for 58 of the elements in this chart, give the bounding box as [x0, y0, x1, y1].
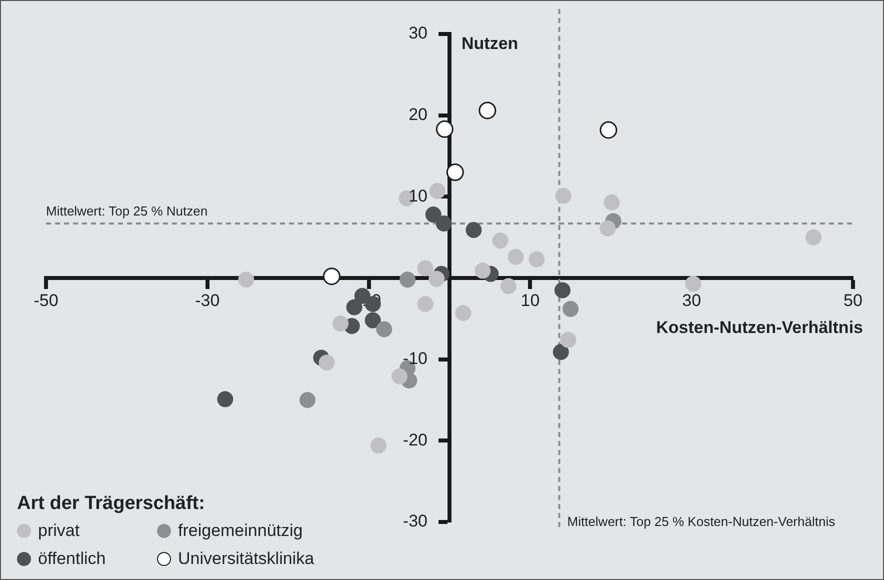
- point: [238, 272, 254, 288]
- legend-title: Art der Trägerschäft:: [17, 493, 206, 515]
- point: [446, 164, 464, 182]
- point: [436, 120, 454, 138]
- point: [318, 354, 335, 371]
- point: [805, 229, 822, 246]
- point: [400, 272, 416, 288]
- point: [600, 220, 616, 236]
- point: [217, 391, 234, 408]
- point: [500, 278, 516, 294]
- point: [322, 268, 340, 286]
- point: [376, 321, 392, 338]
- point: [552, 344, 569, 360]
- point: [417, 260, 434, 276]
- point: [417, 296, 434, 312]
- x-tick-label: 10: [520, 290, 540, 310]
- point: [466, 222, 482, 238]
- point: [370, 438, 386, 454]
- point: [560, 332, 576, 348]
- point: [346, 299, 362, 316]
- x-axis-title: Kosten-Nutzen-Verhältnis: [656, 318, 863, 338]
- point: [436, 216, 452, 232]
- point: [562, 300, 579, 317]
- legend-label: öffentlich: [38, 549, 106, 569]
- legend-label: privat: [38, 521, 80, 541]
- point: [685, 276, 702, 292]
- x-tick-label: -30: [195, 290, 220, 310]
- y-tick-label: -30: [402, 512, 428, 531]
- x-tick-label: 30: [682, 290, 702, 310]
- legend-label: Universitätsklinika: [178, 549, 314, 569]
- point: [508, 248, 524, 265]
- point: [554, 282, 570, 298]
- ref-line-label: Mittelwert: Top 25 % Kosten-Nutzen-Verhältnis: [567, 514, 836, 530]
- y-tick-label: 10: [408, 186, 428, 206]
- legend-label: freigemeinnützig: [178, 521, 303, 541]
- point: [364, 312, 381, 328]
- point: [332, 316, 349, 332]
- point: [455, 304, 472, 321]
- y-tick-label: 20: [408, 105, 428, 124]
- point: [391, 368, 408, 384]
- point: [478, 102, 496, 120]
- point: [528, 251, 545, 268]
- point: [428, 270, 445, 287]
- point: [492, 232, 508, 249]
- y-axis-title: Nutzen: [462, 34, 518, 54]
- point: [474, 262, 491, 279]
- x-tick-label: 50: [844, 290, 862, 310]
- y-tick-label: -20: [402, 430, 428, 450]
- point: [429, 182, 446, 199]
- y-tick-label: 30: [408, 24, 428, 43]
- point: [600, 121, 618, 139]
- point: [425, 206, 442, 223]
- y-tick-label: -10: [402, 349, 428, 368]
- ref-line-label: Mittelwert: Top 25 % Nutzen: [46, 204, 208, 219]
- point: [299, 392, 316, 408]
- point: [555, 188, 572, 204]
- x-tick-label: -50: [34, 290, 58, 310]
- point: [604, 194, 620, 210]
